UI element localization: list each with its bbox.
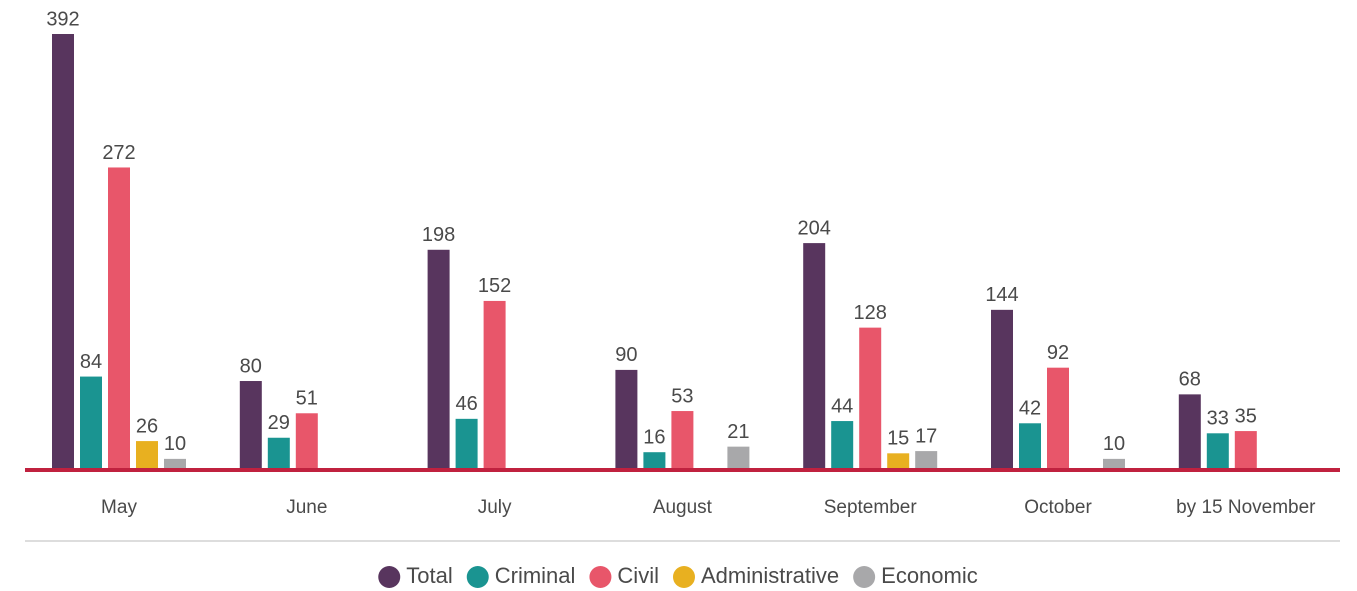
bar — [455, 418, 478, 470]
value-label: 10 — [164, 433, 186, 455]
bar — [1103, 458, 1125, 470]
value-label: 152 — [478, 275, 511, 297]
bar — [915, 451, 938, 470]
bar — [136, 441, 158, 470]
value-label: 198 — [422, 224, 455, 246]
value-label: 10 — [1103, 433, 1125, 455]
legend-marker — [589, 566, 612, 588]
value-label: 46 — [455, 393, 477, 415]
bar — [991, 309, 1013, 470]
value-label: 128 — [854, 302, 887, 324]
bar — [1234, 431, 1257, 470]
value-label: 26 — [136, 415, 158, 437]
x-tick-label: June — [286, 497, 327, 518]
bar — [643, 452, 666, 470]
legend-label: Economic — [881, 563, 978, 588]
bar — [164, 458, 186, 470]
value-label: 92 — [1047, 342, 1069, 364]
value-label: 16 — [643, 426, 665, 448]
bar — [671, 411, 694, 470]
legend-label: Administrative — [701, 563, 839, 588]
value-label: 272 — [102, 142, 135, 164]
value-label: 17 — [915, 425, 937, 447]
value-label: 33 — [1207, 408, 1229, 430]
bar — [427, 249, 450, 470]
x-tick-label: September — [824, 497, 918, 518]
legend-marker — [378, 566, 401, 588]
value-label: 204 — [798, 217, 831, 239]
bar — [52, 34, 74, 470]
bar — [295, 413, 318, 470]
bar — [615, 369, 638, 470]
bar — [108, 167, 130, 470]
legend-label: Criminal — [495, 563, 576, 588]
value-label: 29 — [268, 412, 290, 434]
bar — [1206, 433, 1229, 470]
bar — [831, 421, 854, 470]
x-tick-label: May — [101, 497, 137, 518]
x-tick-label: by 15 November — [1176, 497, 1316, 518]
legend-label: Total — [406, 563, 452, 588]
value-label: 53 — [671, 385, 693, 407]
value-label: 51 — [296, 388, 318, 410]
bar — [1019, 423, 1041, 470]
x-tick-label: July — [478, 497, 512, 518]
value-label: 84 — [80, 351, 102, 373]
value-label: 90 — [615, 344, 637, 366]
value-label: 42 — [1019, 398, 1041, 420]
value-label: 80 — [240, 355, 262, 377]
value-label: 68 — [1179, 369, 1201, 391]
legend-marker — [672, 566, 695, 588]
bar — [859, 327, 882, 470]
value-label: 44 — [831, 395, 853, 417]
value-label: 392 — [46, 8, 79, 30]
x-tick-label: October — [1024, 497, 1092, 518]
bar — [727, 446, 750, 470]
value-label: 144 — [985, 284, 1018, 306]
x-tick-label: August — [653, 497, 713, 518]
bar — [803, 243, 826, 470]
bar — [1047, 367, 1069, 470]
bar — [887, 453, 910, 470]
value-label: 35 — [1235, 405, 1257, 427]
value-label: 21 — [727, 421, 749, 443]
bar — [483, 300, 506, 470]
bar — [267, 437, 290, 470]
value-label: 15 — [887, 428, 909, 450]
legend-marker — [853, 566, 876, 588]
legend-label: Civil — [617, 563, 659, 588]
bar — [80, 376, 102, 470]
legend-marker — [466, 566, 489, 588]
bar — [239, 381, 262, 470]
bar — [1178, 394, 1201, 470]
